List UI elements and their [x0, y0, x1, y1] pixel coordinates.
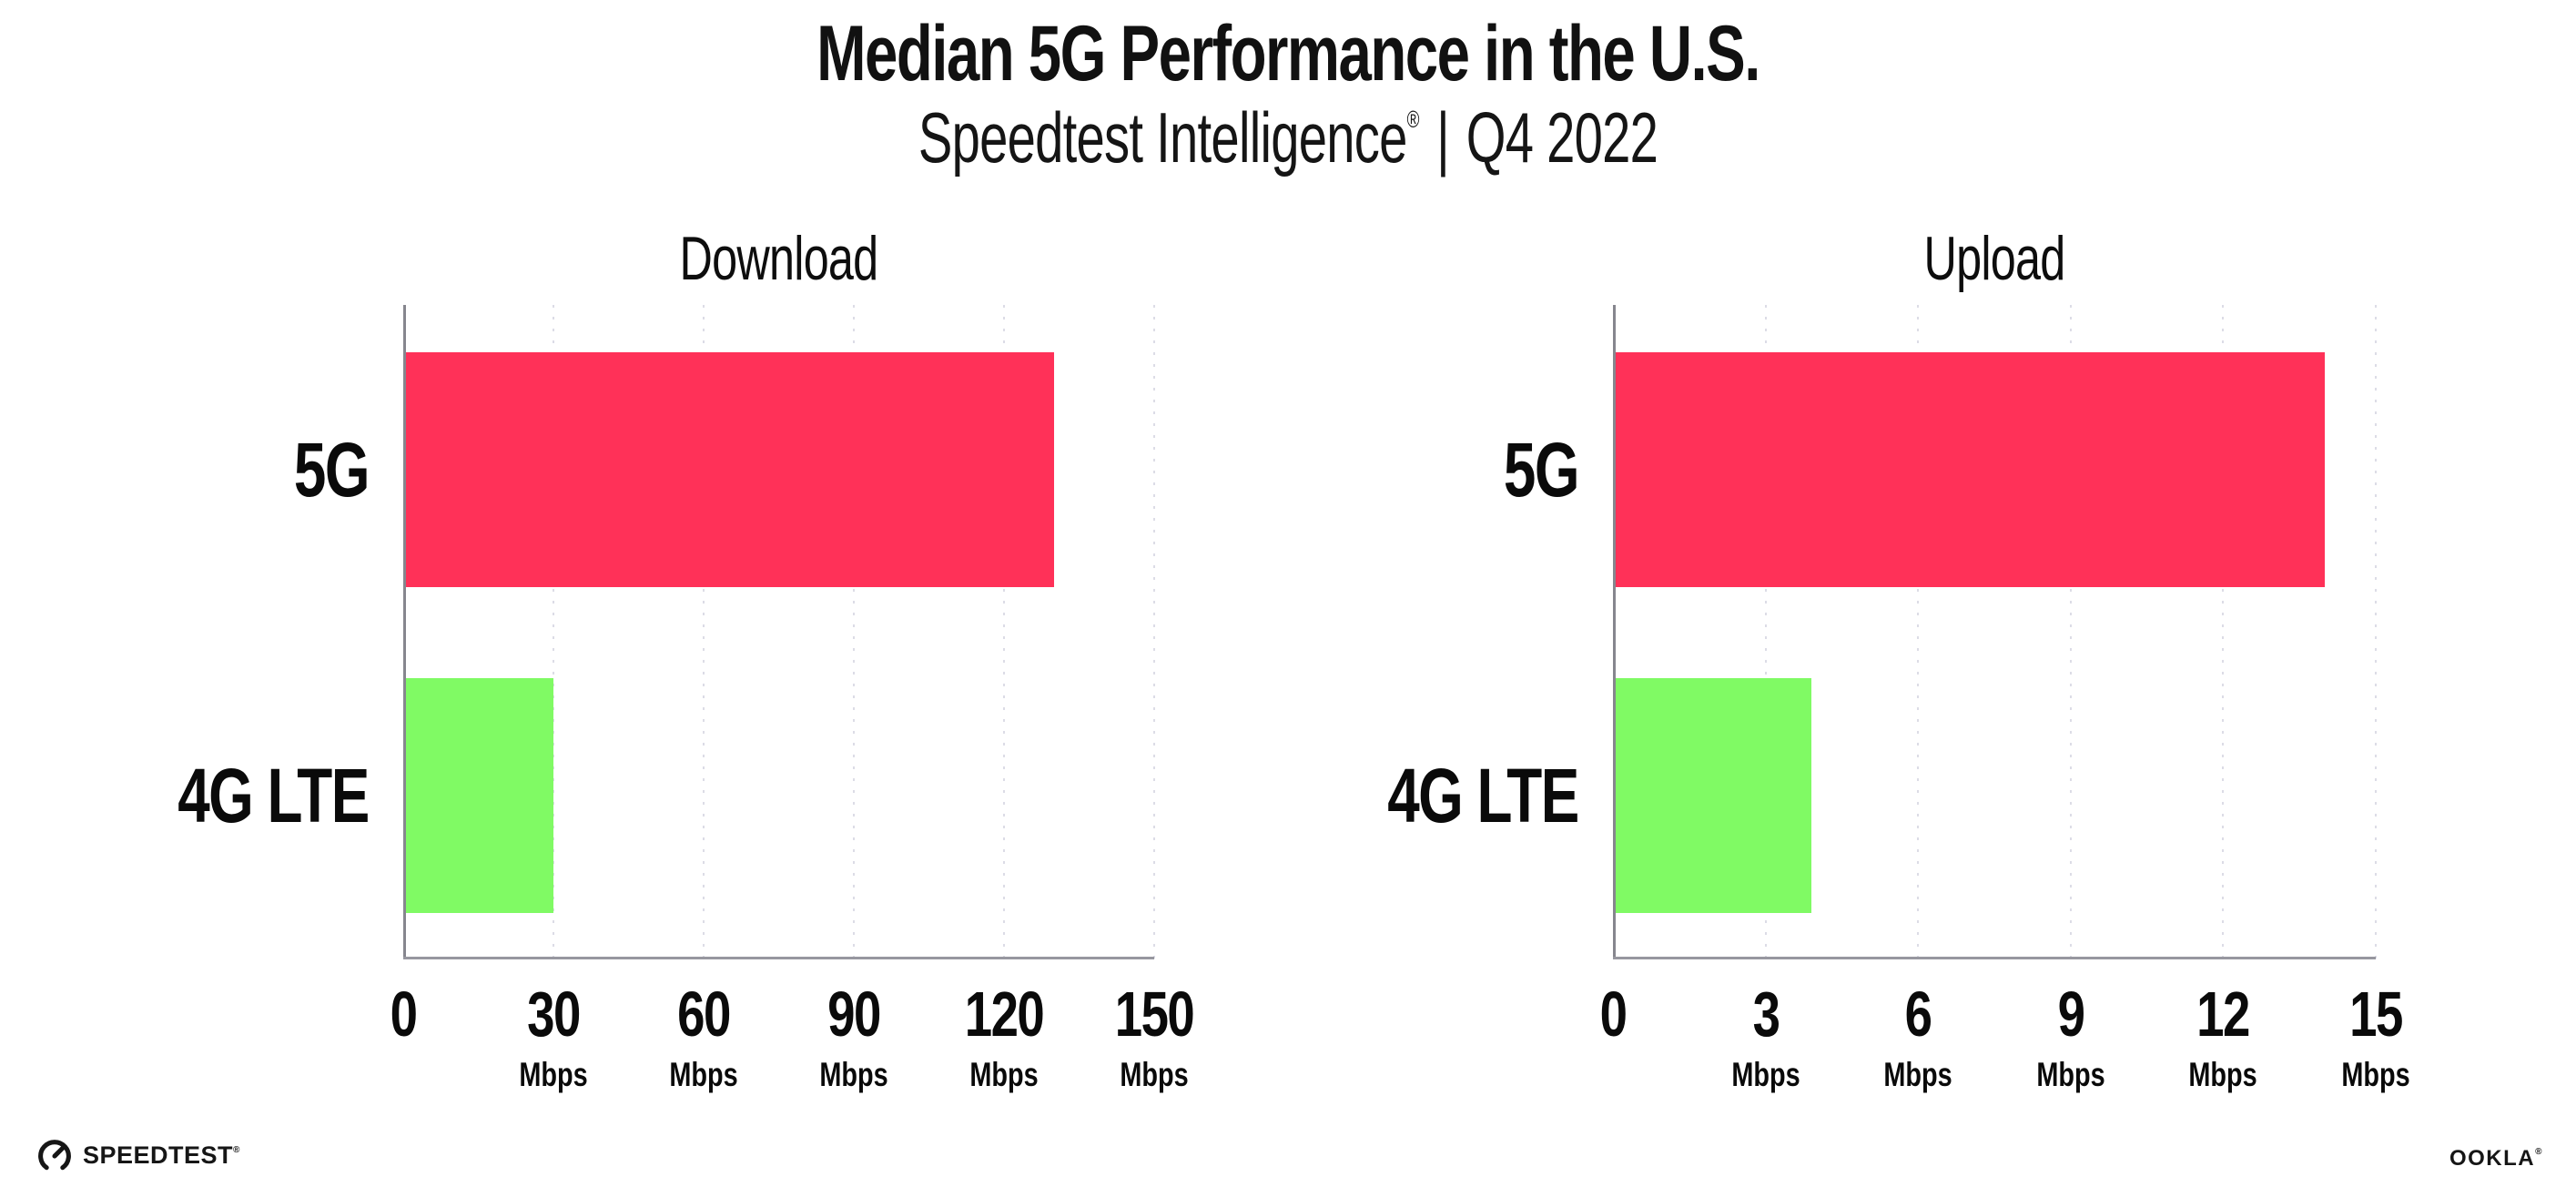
ookla-registered-mark: ® — [2535, 1147, 2543, 1157]
x-tick-value: 90 — [827, 979, 881, 1050]
download-x-axis — [403, 957, 1154, 959]
download-chart-title: Download — [679, 224, 879, 293]
bar-4g-lte — [403, 678, 553, 913]
speedtest-gauge-icon — [38, 1140, 71, 1171]
x-tick-unit: Mbps — [2188, 1056, 2258, 1093]
x-tick-12: 12 Mbps — [2189, 982, 2257, 1091]
x-tick-30: 30 Mbps — [519, 982, 587, 1091]
upload-y-axis — [1613, 305, 1616, 959]
subtitle-divider: | — [1436, 97, 1450, 178]
x-tick-value: 9 — [2057, 979, 2084, 1050]
upload-x-axis — [1613, 957, 2376, 959]
speedtest-logo: SPEEDTEST® — [35, 1135, 240, 1175]
x-tick-9: 9 Mbps — [2036, 982, 2104, 1091]
upload-chart-title: Upload — [1923, 224, 2065, 293]
category-label-5g: 5G — [293, 427, 370, 512]
x-tick-3: 3 Mbps — [1731, 982, 1800, 1091]
x-tick-6: 6 Mbps — [1884, 982, 1952, 1091]
x-tick-value: 6 — [1904, 979, 1932, 1050]
registered-mark: ® — [1406, 106, 1420, 133]
ookla-logo: OOKLA® — [2449, 1148, 2543, 1170]
bar-5g — [1613, 352, 2326, 587]
x-tick-value: 15 — [2349, 979, 2403, 1050]
upload-chart: Upload 0 3 Mbps 6 Mbps 9 Mbps 12 Mbps 15 Mbps 5G 4G … — [1387, 228, 2409, 1091]
x-tick-15: 15 Mbps — [2341, 982, 2409, 1091]
gridline-120 — [1003, 305, 1005, 959]
page-title: Median 5G Performance in the U.S. — [816, 10, 1760, 97]
gridline-6 — [1917, 305, 1920, 959]
gridline-60 — [703, 305, 705, 959]
gridline-150 — [1153, 305, 1155, 959]
speedtest-registered-mark: ® — [233, 1144, 240, 1155]
bar-5g — [403, 352, 1054, 587]
x-tick-unit: Mbps — [1883, 1056, 1952, 1093]
x-tick-unit: Mbps — [1730, 1056, 1800, 1093]
ookla-wordmark: OOKLA — [2449, 1146, 2536, 1171]
x-tick-unit: Mbps — [819, 1056, 888, 1093]
gridline-30 — [553, 305, 554, 959]
x-tick-0: 0 — [1599, 979, 1628, 1050]
x-tick-value: 30 — [527, 979, 581, 1050]
x-tick-value: 0 — [1599, 979, 1628, 1050]
subtitle-period: Q4 2022 — [1465, 97, 1658, 178]
gridline-90 — [853, 305, 855, 959]
x-tick-value: 3 — [1752, 979, 1780, 1050]
x-tick-unit: Mbps — [519, 1056, 588, 1093]
x-tick-unit: Mbps — [669, 1056, 738, 1093]
x-tick-unit: Mbps — [1120, 1056, 1189, 1093]
x-tick-60: 60 Mbps — [669, 982, 737, 1091]
category-label-4g-lte: 4G LTE — [177, 753, 370, 838]
x-tick-value: 12 — [2196, 979, 2251, 1050]
x-tick-150: 150 Mbps — [1114, 979, 1195, 1093]
x-tick-unit: Mbps — [969, 1056, 1039, 1093]
category-label-5g: 5G — [1503, 427, 1580, 512]
x-tick-value: 60 — [677, 979, 731, 1050]
speedtest-wordmark: SPEEDTEST® — [83, 1141, 240, 1169]
x-tick-90: 90 Mbps — [819, 982, 887, 1091]
x-tick-unit: Mbps — [2036, 1056, 2105, 1093]
x-tick-unit: Mbps — [2341, 1056, 2410, 1093]
gridline-15 — [2375, 305, 2377, 959]
bar-4g-lte — [1613, 678, 1811, 913]
download-y-axis — [403, 305, 406, 959]
x-tick-0: 0 — [390, 979, 418, 1050]
x-tick-value: 150 — [1114, 979, 1195, 1050]
gridline-9 — [2069, 305, 2072, 959]
gridline-3 — [1764, 305, 1767, 959]
page-subtitle: Speedtest Intelligence® | Q4 2022 — [360, 102, 2216, 173]
gridline-12 — [2222, 305, 2225, 959]
download-chart: Download 0 30 Mbps 60 Mbps 90 Mbps 120 Mbps 150 Mb… — [177, 228, 1194, 1091]
category-label-4g-lte: 4G LTE — [1387, 753, 1579, 838]
x-tick-value: 120 — [964, 979, 1045, 1050]
x-tick-120: 120 Mbps — [964, 979, 1045, 1093]
x-tick-value: 0 — [390, 979, 418, 1050]
subtitle-brand: Speedtest Intelligence — [918, 97, 1408, 178]
